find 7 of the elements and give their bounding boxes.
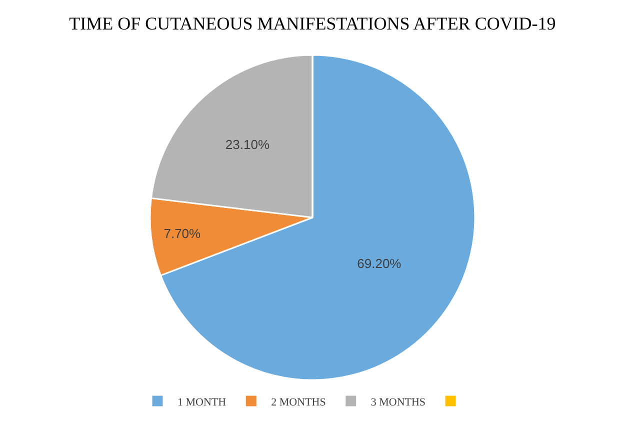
data-label: 7.70% (164, 226, 202, 242)
data-label: 69.20% (357, 256, 402, 272)
legend-label: 3 MONTHS (370, 396, 426, 408)
data-label: 23.10% (225, 136, 270, 152)
chart-title: TIME OF CUTANEOUS MANIFESTATIONS AFTER COVID-19 (69, 14, 556, 34)
legend-label: 2 MONTHS (271, 396, 326, 408)
legend-label: 1 MONTH (178, 396, 226, 408)
